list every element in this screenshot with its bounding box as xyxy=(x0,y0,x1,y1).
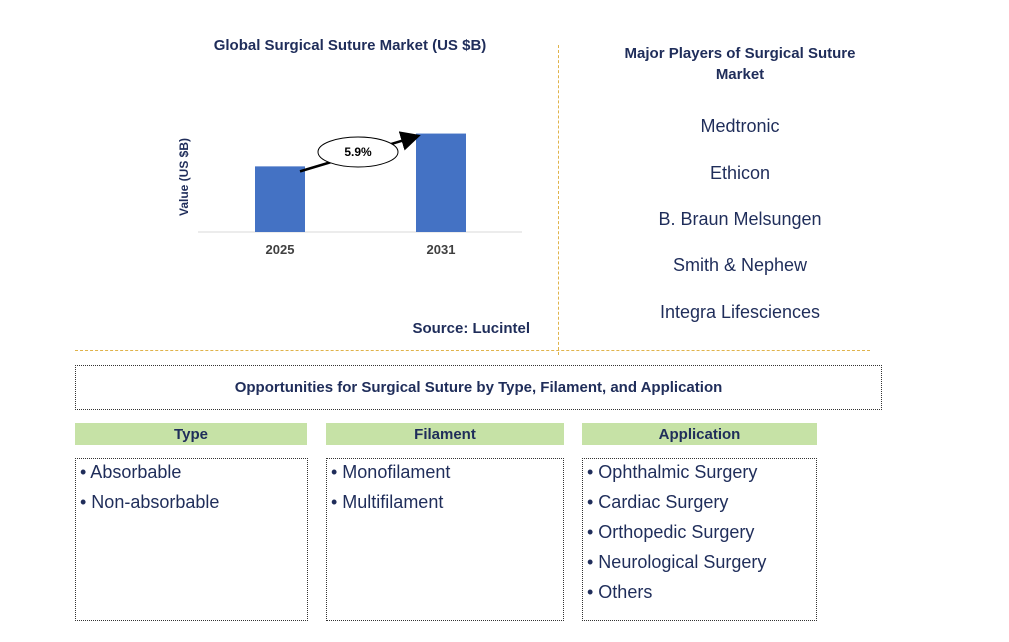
players-title: Major Players of Surgical Suture Market xyxy=(624,45,856,83)
list-item: • Absorbable xyxy=(80,462,182,482)
filament-list: • Monofilament • Multifilament xyxy=(326,458,564,621)
list-item: • Non-absorbable xyxy=(80,492,220,512)
bar-2025 xyxy=(255,166,305,232)
type-list: • Absorbable • Non-absorbable xyxy=(75,458,308,621)
vertical-divider xyxy=(558,45,559,355)
player-item: Medtronic xyxy=(700,116,780,136)
x-tick-label: 2031 xyxy=(427,242,456,257)
list-item: • Multifilament xyxy=(331,492,444,512)
source-label: Source: Lucintel xyxy=(412,320,530,337)
application-header: Application xyxy=(582,423,817,445)
list-item: • Neurological Surgery xyxy=(587,552,767,572)
cagr-label: 5.9% xyxy=(344,145,372,159)
opportunities-title: Opportunities for Surgical Suture by Typ… xyxy=(75,365,882,410)
player-item: Smith & Nephew xyxy=(672,255,808,275)
list-item: • Ophthalmic Surgery xyxy=(587,462,758,482)
list-item: • Orthopedic Surgery xyxy=(587,522,755,542)
x-tick-label: 2025 xyxy=(266,242,295,257)
horizontal-divider xyxy=(75,350,870,351)
list-item: • Cardiac Surgery xyxy=(587,492,729,512)
list-item: • Monofilament xyxy=(331,462,451,482)
application-list: • Ophthalmic Surgery • Cardiac Surgery •… xyxy=(582,458,817,621)
filament-header: Filament xyxy=(326,423,564,445)
type-header: Type xyxy=(75,423,307,445)
cagr-ellipse xyxy=(317,136,399,168)
list-item: • Others xyxy=(587,582,653,602)
chart-title: Global Surgical Suture Market (US $B) xyxy=(213,37,487,54)
bar-chart: Value (US $B) 2025 2031 5.9% xyxy=(177,131,522,257)
bar-2031 xyxy=(416,133,466,232)
y-axis-label: Value (US $B) xyxy=(177,138,191,216)
player-item: Integra Lifesciences xyxy=(659,302,821,322)
player-item: Ethicon xyxy=(709,163,771,183)
player-item: B. Braun Melsungen xyxy=(658,209,822,229)
